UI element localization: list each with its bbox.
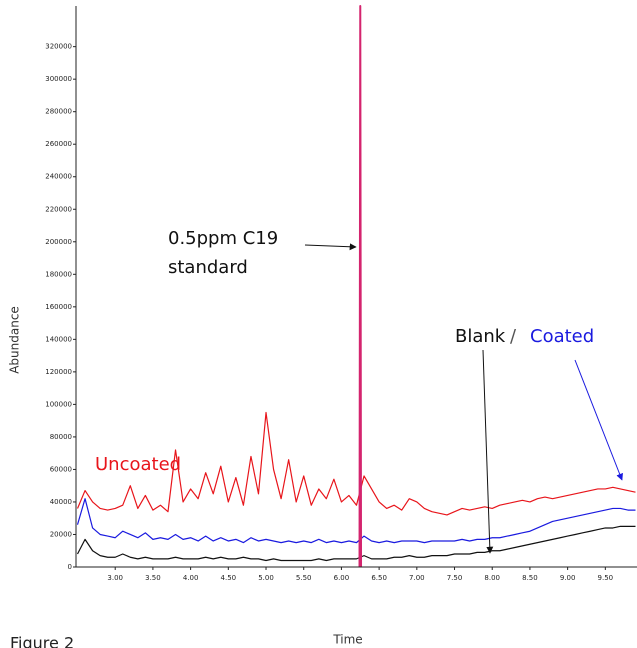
y-tick-label: 180000 xyxy=(45,270,72,278)
series-label: Uncoated xyxy=(95,454,181,475)
y-tick-label: 100000 xyxy=(45,400,72,408)
y-tick-label: 40000 xyxy=(50,498,72,506)
arrow xyxy=(482,349,494,554)
y-tick-label: 200000 xyxy=(45,238,72,246)
x-tick-label: 6.00 xyxy=(334,574,350,582)
x-tick-label: 8.00 xyxy=(484,574,500,582)
y-tick-label: 120000 xyxy=(45,368,72,376)
y-tick-label: 80000 xyxy=(50,433,72,441)
series-line xyxy=(358,5,363,568)
x-tick-label: 9.00 xyxy=(560,574,576,582)
series-label: Coated xyxy=(530,326,594,347)
x-tick-label: 9.50 xyxy=(598,574,614,582)
x-tick-label: 3.50 xyxy=(145,574,161,582)
arrow xyxy=(574,359,623,481)
x-tick-label: 4.50 xyxy=(221,574,237,582)
x-tick-label: 6.50 xyxy=(371,574,387,582)
y-tick-label: 140000 xyxy=(45,335,72,343)
y-tick-label: 280000 xyxy=(45,108,72,116)
series-line xyxy=(76,498,636,544)
y-axis-label: Abundance xyxy=(8,306,22,374)
x-tick-label: 7.50 xyxy=(447,574,463,582)
y-tick-label: 240000 xyxy=(45,173,72,181)
x-tick-label: 4.00 xyxy=(183,574,199,582)
y-tick-label: 20000 xyxy=(50,530,72,538)
x-tick-label: 5.00 xyxy=(258,574,274,582)
x-tick-label: 7.00 xyxy=(409,574,425,582)
plot-area xyxy=(76,5,636,568)
arrow xyxy=(304,243,357,251)
annotation: 0.5ppm C19 standard xyxy=(168,228,279,278)
x-axis-label: Time xyxy=(332,633,362,647)
x-tick-label: 5.50 xyxy=(296,574,312,582)
series-line xyxy=(76,525,636,562)
y-tick-label: 260000 xyxy=(45,140,72,148)
y-tick-label: 320000 xyxy=(45,43,72,51)
y-tick-label: 60000 xyxy=(50,465,72,473)
series-label: Blank xyxy=(455,326,506,347)
y-tick-label: 0 xyxy=(68,563,72,571)
figure-caption: Figure 2 xyxy=(10,634,74,648)
y-tick-label: 220000 xyxy=(45,205,72,213)
x-tick-label: 3.00 xyxy=(107,574,123,582)
annotation: / xyxy=(510,326,517,347)
x-tick-label: 8.50 xyxy=(522,574,538,582)
y-tick-label: 160000 xyxy=(45,303,72,311)
series-line xyxy=(76,411,636,516)
y-tick-label: 300000 xyxy=(45,75,72,83)
